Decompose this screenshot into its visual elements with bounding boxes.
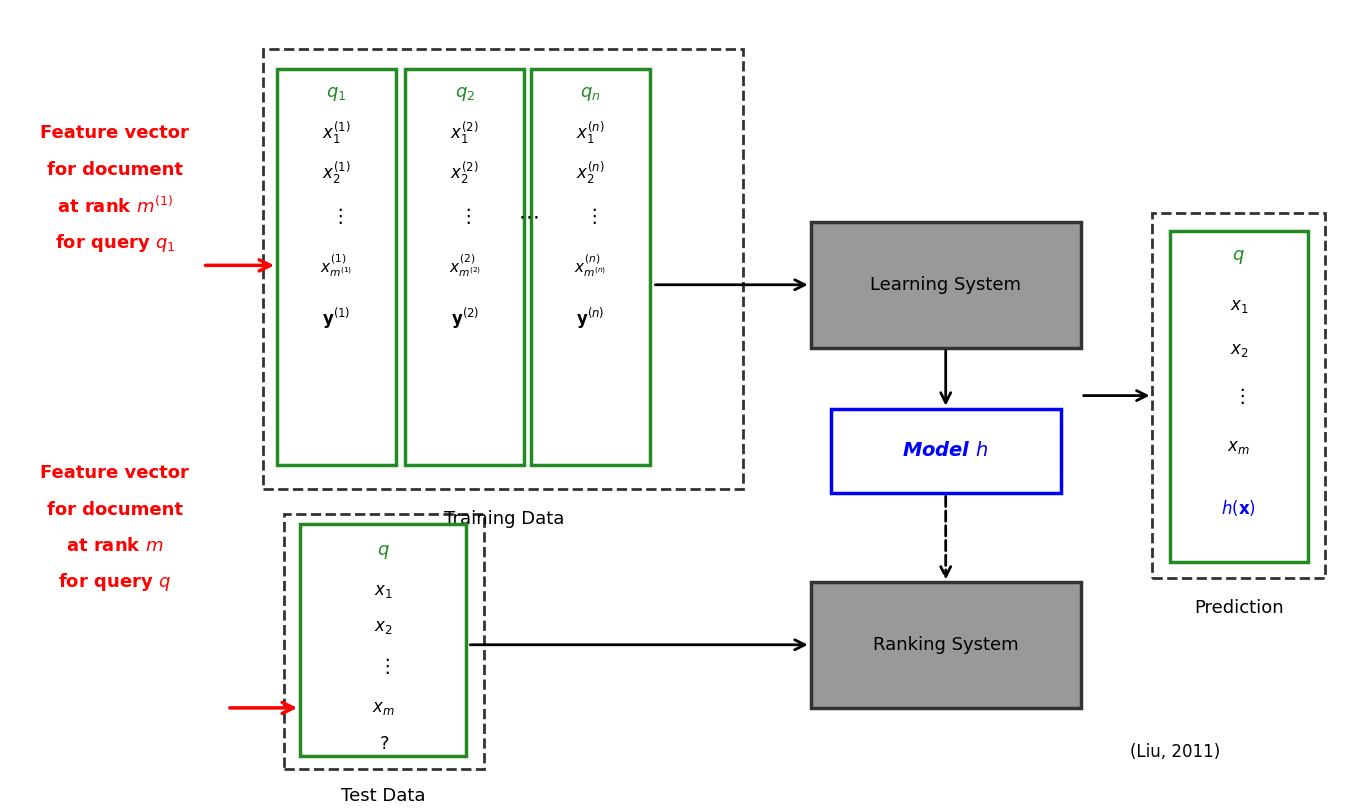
Text: $q_1$: $q_1$ [326, 85, 347, 103]
Bar [1152, 213, 1325, 578]
Bar [831, 409, 1061, 493]
Text: for document: for document [47, 501, 182, 519]
Bar [263, 49, 743, 489]
Bar [1170, 231, 1308, 562]
Text: $\mathbf{y}^{(1)}$: $\mathbf{y}^{(1)}$ [322, 305, 351, 331]
Text: $\mathbf{y}^{(2)}$: $\mathbf{y}^{(2)}$ [450, 305, 480, 331]
Text: $\vdots$: $\vdots$ [1232, 387, 1246, 406]
Text: $\vdots$: $\vdots$ [584, 206, 597, 226]
Text: $x_1$: $x_1$ [1229, 297, 1248, 315]
Text: for document: for document [47, 161, 182, 179]
Text: $h(\mathbf{x})$: $h(\mathbf{x})$ [1221, 498, 1256, 518]
Text: Test Data: Test Data [342, 787, 426, 805]
Text: $x_2$: $x_2$ [374, 618, 393, 636]
Text: $x_{m^{(1)}}^{(1)}$: $x_{m^{(1)}}^{(1)}$ [320, 252, 353, 279]
Bar [531, 69, 650, 465]
Bar [811, 582, 1081, 708]
Text: Feature vector: Feature vector [41, 125, 189, 142]
Text: $q_n$: $q_n$ [580, 85, 601, 103]
Text: $\cdots$: $\cdots$ [517, 206, 539, 226]
Text: $q$: $q$ [377, 543, 390, 561]
Bar [811, 222, 1081, 348]
Text: at rank $\mathit{m}^{(1)}$: at rank $\mathit{m}^{(1)}$ [57, 196, 173, 217]
Text: for query $\mathit{q_1}$: for query $\mathit{q_1}$ [54, 231, 176, 254]
Text: $x_{m^{(n)}}^{(n)}$: $x_{m^{(n)}}^{(n)}$ [574, 252, 607, 279]
Text: $x_1^{(n)}$: $x_1^{(n)}$ [576, 119, 605, 146]
Text: at rank $\mathit{m}$: at rank $\mathit{m}$ [66, 537, 163, 555]
Text: $x_1$: $x_1$ [374, 582, 393, 600]
Text: $x_1^{(2)}$: $x_1^{(2)}$ [450, 119, 480, 146]
Text: $\vdots$: $\vdots$ [377, 656, 390, 676]
Text: Training Data: Training Data [443, 510, 565, 527]
Bar [284, 514, 484, 769]
Text: Ranking System: Ranking System [873, 636, 1019, 654]
Bar [277, 69, 396, 465]
Text: $q_2$: $q_2$ [455, 85, 474, 103]
Text: $x_2^{(n)}$: $x_2^{(n)}$ [576, 159, 605, 186]
Text: $q$: $q$ [1232, 248, 1246, 266]
Text: $x_2^{(1)}$: $x_2^{(1)}$ [322, 159, 351, 186]
Text: $x_{m^{(2)}}^{(2)}$: $x_{m^{(2)}}^{(2)}$ [449, 252, 481, 279]
Text: $\vdots$: $\vdots$ [330, 206, 343, 226]
Text: Prediction: Prediction [1194, 599, 1283, 616]
Text: $x_2^{(2)}$: $x_2^{(2)}$ [450, 159, 480, 186]
Text: $?$: $?$ [378, 735, 389, 753]
Text: Model $h$: Model $h$ [902, 441, 989, 460]
Text: for query $\mathit{q}$: for query $\mathit{q}$ [58, 571, 172, 594]
Text: $x_1^{(1)}$: $x_1^{(1)}$ [322, 119, 351, 146]
Text: $x_m$: $x_m$ [373, 699, 394, 717]
Text: $\vdots$: $\vdots$ [458, 206, 471, 226]
Text: $x_m$: $x_m$ [1228, 438, 1250, 455]
Text: $x_2$: $x_2$ [1229, 341, 1248, 359]
Text: Feature vector: Feature vector [41, 464, 189, 482]
Text: (Liu, 2011): (Liu, 2011) [1131, 743, 1220, 761]
Text: Learning System: Learning System [870, 276, 1021, 294]
Bar [405, 69, 524, 465]
Bar [300, 524, 466, 756]
Text: $\mathbf{y}^{(n)}$: $\mathbf{y}^{(n)}$ [576, 305, 605, 331]
